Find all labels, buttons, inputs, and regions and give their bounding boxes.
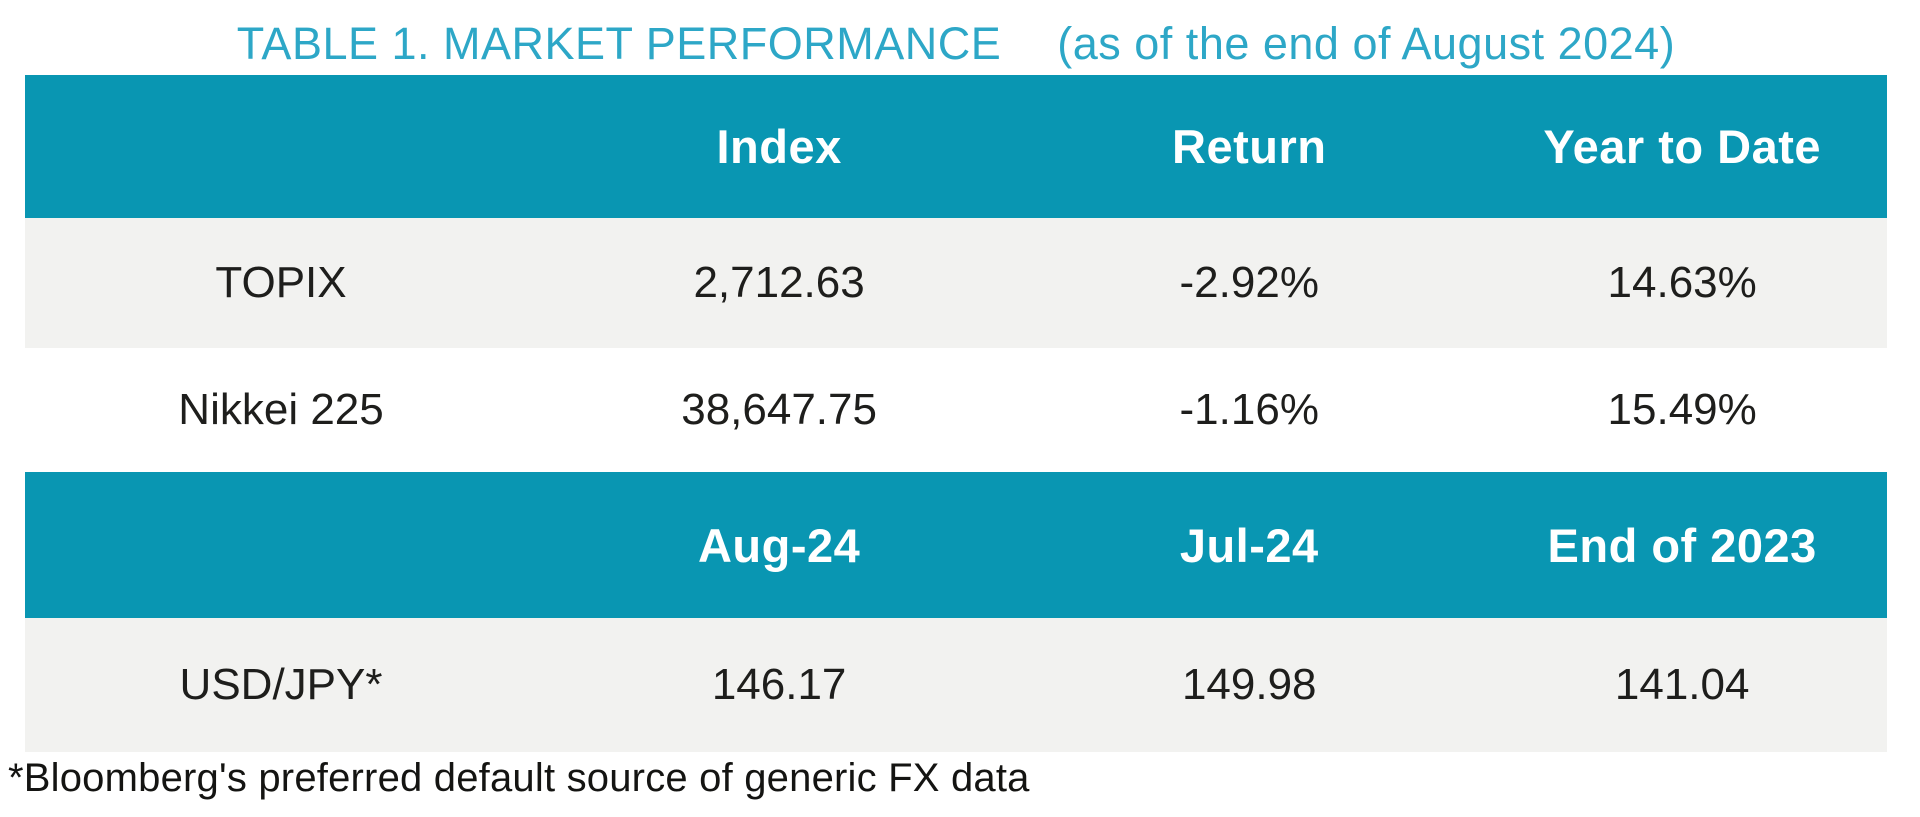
- col-header-jul-24: Jul-24: [1179, 518, 1319, 572]
- table-title: TABLE 1. MARKET PERFORMANCE (as of the en…: [25, 18, 1887, 70]
- header-row-fx-section: Aug-24 Jul-24 End of 2023: [25, 472, 1887, 618]
- col-header-return: Return: [1172, 120, 1327, 173]
- col-header-end-of-2023: End of 2023: [1547, 518, 1817, 572]
- topix-index-value: 2,712.63: [693, 258, 865, 307]
- col-header-aug-24: Aug-24: [697, 518, 861, 572]
- header-row-index-section: Index Return Year to Date: [25, 75, 1887, 218]
- table-row-topix: TOPIX 2,712.63 -2.92% 14.63%: [25, 218, 1887, 348]
- col-header-year-to-date: Year to Date: [1543, 120, 1822, 173]
- row-label-usd-jpy: USD/JPY*: [179, 660, 383, 709]
- table-row-nikkei-225: Nikkei 225 38,647.75 -1.16% 15.49%: [25, 348, 1887, 472]
- footnote: *Bloomberg's preferred default source of…: [8, 756, 1030, 800]
- row-label-nikkei-225: Nikkei 225: [178, 385, 384, 434]
- topix-ytd-value: 14.63%: [1607, 258, 1757, 307]
- usdjpy-end-2023-value: 141.04: [1614, 660, 1750, 709]
- usdjpy-aug-24-value: 146.17: [711, 660, 847, 709]
- usdjpy-jul-24-value: 149.98: [1181, 660, 1317, 709]
- topix-return-value: -2.92%: [1179, 258, 1319, 307]
- row-label-topix: TOPIX: [215, 258, 347, 307]
- table-title-subtitle: (as of the end of August 2024): [1057, 18, 1676, 69]
- table-title-main: TABLE 1. MARKET PERFORMANCE: [236, 18, 1002, 69]
- col-header-index: Index: [716, 120, 842, 173]
- nikkei-return-value: -1.16%: [1179, 385, 1319, 434]
- col-header-blank-1: [25, 75, 537, 218]
- table-row-usd-jpy: USD/JPY* 146.17 149.98 141.04: [25, 618, 1887, 752]
- market-performance-table: Index Return Year to Date TOPIX 2,712.63…: [25, 75, 1887, 752]
- nikkei-ytd-value: 15.49%: [1607, 385, 1757, 434]
- nikkei-index-value: 38,647.75: [681, 385, 877, 434]
- col-header-blank-2: [25, 472, 537, 618]
